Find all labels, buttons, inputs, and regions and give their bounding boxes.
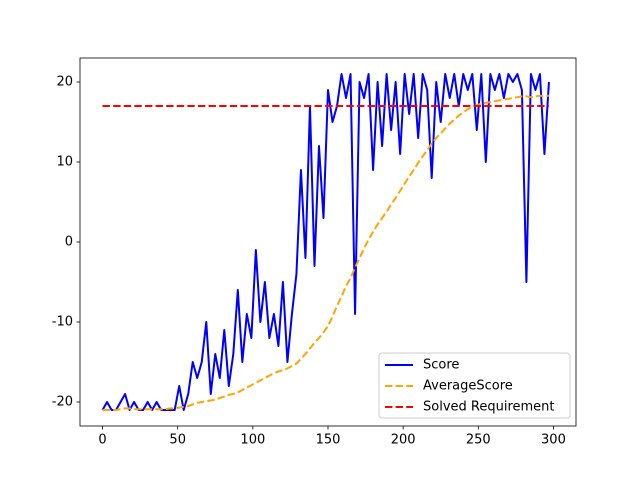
y-tick-label: 10 [56,155,73,170]
legend-label: Score [423,358,459,373]
x-tick-label: 200 [391,433,416,448]
y-tick-label: 20 [56,75,73,90]
x-tick-label: 250 [466,433,491,448]
x-tick-label: 0 [98,433,106,448]
series-line [101,73,550,411]
legend-label: AverageScore [423,379,513,394]
x-tick-label: 50 [169,433,186,448]
x-tick-label: 300 [541,433,566,448]
y-tick-label: -20 [52,395,73,410]
legend-label: Solved Requirement [423,400,555,415]
plot-frame [79,57,577,427]
y-tick-label: -10 [52,315,73,330]
x-tick-label: 100 [240,433,265,448]
legend-box [378,352,571,419]
y-tick-label: 0 [65,235,73,250]
x-tick-label: 150 [316,433,341,448]
